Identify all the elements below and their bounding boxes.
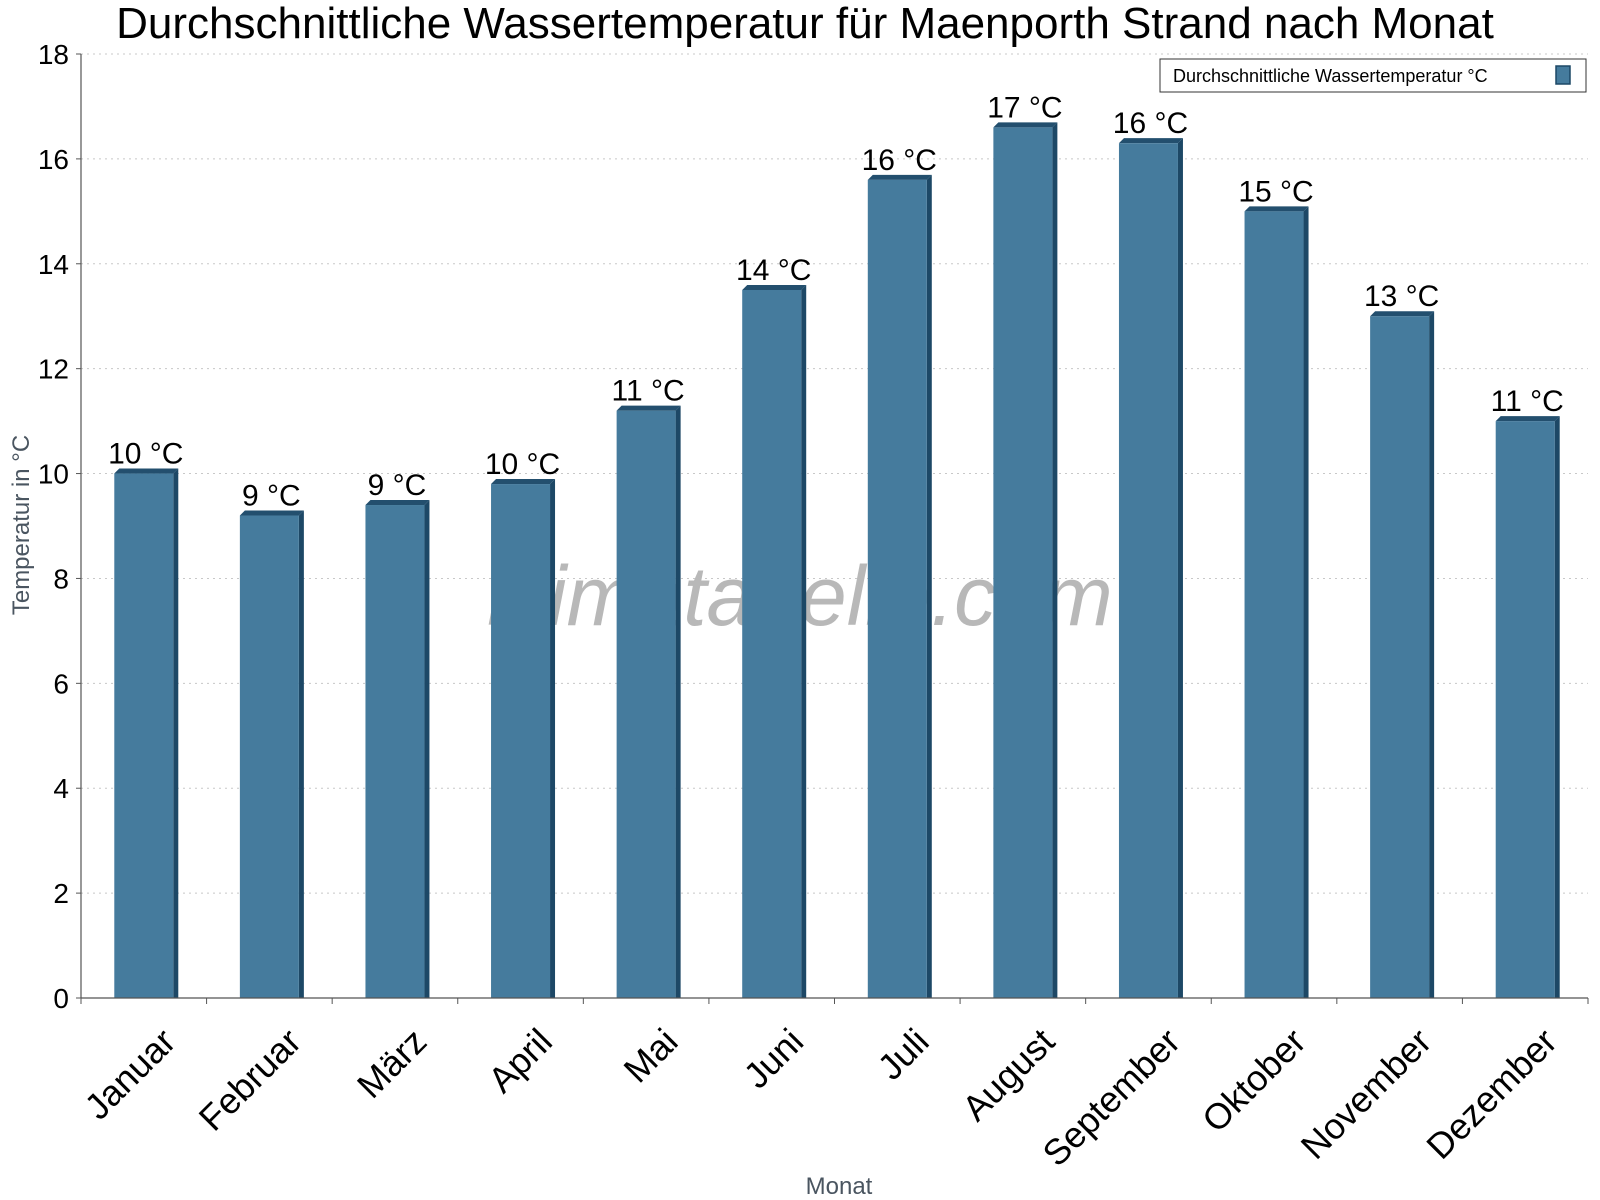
bar <box>1118 143 1178 999</box>
x-tick-label: März <box>349 1020 435 1106</box>
bar-top <box>616 405 681 411</box>
y-tick-label: 10 <box>38 459 69 490</box>
data-label: 13 °C <box>1364 280 1439 313</box>
data-label: 10 °C <box>485 448 560 481</box>
bar <box>1495 421 1555 999</box>
bars <box>114 122 1560 999</box>
bar-top <box>491 479 556 485</box>
bar-side <box>424 500 430 998</box>
x-tick-label: Oktober <box>1194 1020 1314 1140</box>
x-tick-label: Januar <box>76 1020 183 1127</box>
bar-side <box>550 479 556 998</box>
bar-side <box>173 468 179 998</box>
x-tick-label: April <box>480 1020 560 1100</box>
legend-swatch <box>1555 65 1571 85</box>
bar-top <box>1370 311 1435 317</box>
bar <box>491 484 551 998</box>
data-label: 17 °C <box>987 91 1062 124</box>
x-tick-label: Juli <box>870 1020 937 1087</box>
chart-title: Durchschnittliche Wassertemperatur für M… <box>116 0 1494 48</box>
axes <box>76 53 1589 1004</box>
bar <box>867 179 927 998</box>
y-tick-label: 6 <box>53 668 69 699</box>
data-label: 16 °C <box>862 144 937 177</box>
legend: Durchschnittliche Wassertemperatur °C <box>1159 58 1587 93</box>
bar-top <box>867 174 932 180</box>
bar-side <box>1177 138 1183 999</box>
bar-top <box>114 468 179 474</box>
bar-top <box>365 500 430 506</box>
y-tick-label: 14 <box>38 249 69 280</box>
bar-top <box>993 122 1058 128</box>
y-tick-label: 16 <box>38 144 69 175</box>
data-label: 9 °C <box>242 480 301 513</box>
data-label: 9 °C <box>368 469 427 502</box>
bar-top <box>742 285 807 290</box>
data-label: 10 °C <box>108 438 183 471</box>
bar <box>365 505 425 998</box>
x-tick-label: August <box>954 1020 1062 1128</box>
data-label: 14 °C <box>736 254 811 287</box>
bar-side <box>1429 311 1435 998</box>
y-tick-label: 18 <box>38 39 69 70</box>
bar-top <box>1495 416 1560 422</box>
bar <box>239 515 299 998</box>
y-tick-label: 4 <box>53 773 69 804</box>
data-label: 15 °C <box>1238 175 1313 208</box>
data-label: 16 °C <box>1113 107 1188 140</box>
x-tick-label: Dezember <box>1418 1020 1564 1166</box>
bar-side <box>926 174 932 998</box>
bar <box>616 410 676 999</box>
y-axis-label: Temperatur in °C <box>8 435 35 615</box>
bar <box>1370 316 1430 998</box>
y-tick-label: 8 <box>53 563 69 594</box>
x-axis-label: Monat <box>806 1173 873 1200</box>
bar-top <box>1118 138 1183 144</box>
bar-side <box>801 285 807 998</box>
x-tick-label: September <box>1034 1020 1188 1174</box>
bar <box>742 290 802 998</box>
x-tick-label: Mai <box>616 1020 686 1090</box>
bar-side <box>1303 206 1309 999</box>
data-label: 11 °C <box>612 375 685 408</box>
gridlines <box>81 53 1588 894</box>
bar-top <box>1244 206 1309 212</box>
x-tick-label: Februar <box>191 1020 309 1138</box>
bar <box>993 127 1053 998</box>
legend-box <box>1159 58 1587 93</box>
bar-top <box>239 510 304 516</box>
bar-side <box>675 405 681 999</box>
x-tick-label: November <box>1293 1020 1439 1166</box>
y-tick-label: 2 <box>53 878 69 909</box>
bar-side <box>298 510 304 998</box>
y-tick-label: 12 <box>38 354 69 385</box>
y-tick-label: 0 <box>53 983 69 1014</box>
legend-label: Durchschnittliche Wassertemperatur °C <box>1173 66 1488 86</box>
x-tick-label: Juni <box>735 1020 811 1096</box>
bar <box>114 473 174 998</box>
bar <box>1244 211 1304 999</box>
data-labels: 10 °C 9 °C 9 °C 10 °C 11 °C 14 °C 16 °C 17 °C 16… <box>108 91 1564 512</box>
bar-side <box>1554 416 1560 999</box>
bar-side <box>1052 122 1058 998</box>
data-label: 11 °C <box>1491 385 1564 418</box>
